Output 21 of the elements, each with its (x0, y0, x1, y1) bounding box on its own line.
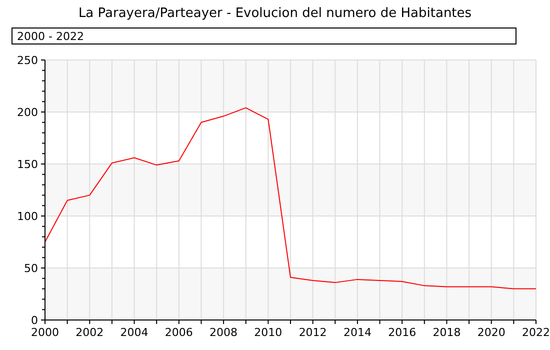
chart-subtitle: 2000 - 2022 (17, 30, 84, 43)
y-tick-label: 200 (17, 106, 38, 119)
y-tick-label: 100 (17, 210, 38, 223)
y-tick-label: 250 (17, 54, 38, 67)
x-tick-label: 2014 (343, 326, 372, 339)
x-tick-label: 2000 (31, 326, 59, 339)
x-tick-label: 2022 (522, 326, 550, 339)
x-tick-label: 2010 (254, 326, 282, 339)
x-tick-label: 2006 (164, 326, 193, 339)
x-tick-label: 2002 (76, 326, 104, 339)
x-tick-label: 2012 (298, 326, 327, 339)
line-series (44, 107, 536, 290)
y-tick-label: 150 (17, 158, 38, 171)
chart-title: La Parayera/Parteayer - Evolucion del numero de Habitantes (78, 6, 472, 21)
x-tick-label: 2004 (120, 326, 148, 339)
x-tick-label: 2016 (388, 326, 416, 339)
x-tick-label: 2020 (477, 326, 506, 339)
x-tick-label: 2008 (210, 326, 238, 339)
y-tick-label: 0 (31, 314, 38, 327)
y-tick-label: 50 (24, 262, 38, 275)
x-tick-label: 2018 (432, 326, 461, 339)
